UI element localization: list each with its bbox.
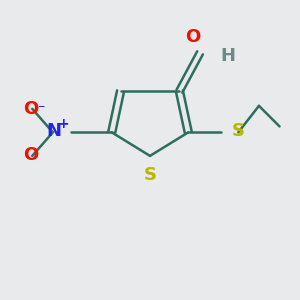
Text: O: O [23,146,38,164]
Text: O: O [185,28,200,46]
Text: H: H [220,47,236,65]
Text: ⁻: ⁻ [38,102,45,116]
Text: S: S [232,122,245,140]
Text: N: N [46,122,61,140]
Text: O: O [23,100,38,118]
Text: S: S [143,166,157,184]
Text: +: + [57,117,69,131]
